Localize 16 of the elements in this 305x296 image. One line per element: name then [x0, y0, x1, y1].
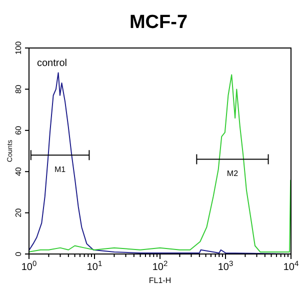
x-axis-title: FL1-H — [148, 276, 172, 285]
x-tick-label: 10$^{4}$ — [283, 258, 299, 273]
x-tick-label: 10$^{3}$ — [218, 258, 234, 273]
y-tick-label: 60 — [14, 125, 23, 135]
y-tick-label: 20 — [14, 208, 23, 218]
annotation: control — [37, 58, 68, 69]
x-tick-label: 10$^{1}$ — [86, 258, 102, 273]
x-tick-label: 10$^{2}$ — [152, 258, 168, 273]
chart-title: MCF-7 — [129, 12, 188, 33]
x-tick-label: 10$^{0}$ — [21, 258, 37, 273]
y-tick-label: 0 — [14, 251, 23, 256]
series-label: M2 — [226, 169, 239, 178]
y-tick-label: 100 — [14, 40, 23, 55]
y-tick-label: 80 — [14, 84, 23, 94]
y-tick-label: 40 — [14, 166, 23, 176]
series-label: M1 — [54, 165, 66, 174]
